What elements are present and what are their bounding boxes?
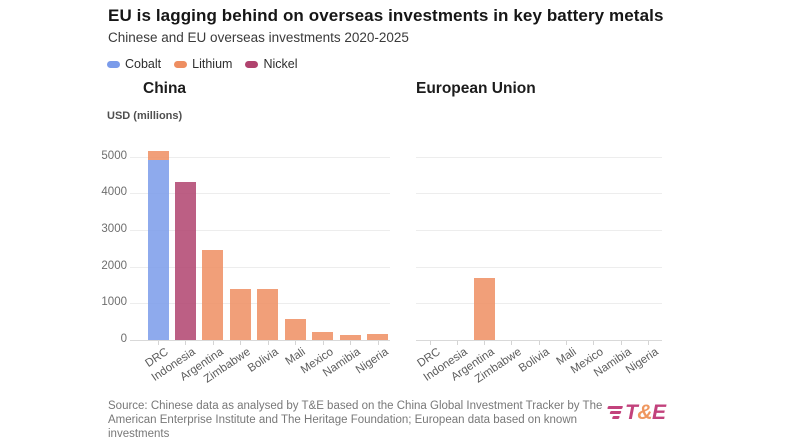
bar-lithium-zimbabwe[interactable] bbox=[229, 288, 251, 340]
chart-title: EU is lagging behind on overseas investm… bbox=[108, 6, 664, 25]
speed-lines-icon bbox=[604, 406, 624, 419]
chart-subtitle: Chinese and EU overseas investments 2020… bbox=[108, 30, 409, 45]
logo-letter: E bbox=[652, 401, 666, 424]
x-tick-mark bbox=[456, 341, 458, 345]
te-logo-text: T&E bbox=[625, 402, 666, 423]
x-axis-line bbox=[416, 340, 662, 341]
logo-letter: T bbox=[625, 401, 638, 424]
gridline bbox=[416, 230, 662, 232]
bar-lithium-nigeria[interactable] bbox=[367, 333, 389, 340]
source-note: Source: Chinese data as analysed by T&E … bbox=[108, 399, 602, 441]
bar-cobalt-drc[interactable] bbox=[147, 160, 169, 340]
x-tick-mark bbox=[295, 341, 297, 345]
y-tick-label: 4000 bbox=[101, 186, 127, 199]
x-tick-mark bbox=[212, 341, 214, 345]
x-tick-mark bbox=[322, 341, 324, 345]
x-tick-mark bbox=[538, 341, 540, 345]
x-tick-mark bbox=[185, 341, 187, 345]
source-line: Source: Chinese data as analysed by T&E … bbox=[108, 400, 603, 412]
bar-lithium-mexico[interactable] bbox=[312, 331, 334, 340]
legend-item-lithium[interactable]: Lithium bbox=[174, 57, 232, 71]
y-axis-title: USD (millions) bbox=[107, 110, 183, 122]
x-tick-mark bbox=[593, 341, 595, 345]
x-tick-mark bbox=[267, 341, 269, 345]
gridline bbox=[130, 193, 390, 195]
gridline bbox=[416, 193, 662, 195]
y-tick-label: 3000 bbox=[101, 223, 127, 236]
y-tick-label: 2000 bbox=[101, 259, 127, 272]
legend-label: Nickel bbox=[263, 57, 298, 71]
y-tick-label: 1000 bbox=[101, 296, 127, 309]
gridline bbox=[130, 266, 390, 268]
legend-item-nickel[interactable]: Nickel bbox=[245, 57, 297, 71]
x-axis-line bbox=[130, 340, 390, 341]
bar-lithium-argentina[interactable] bbox=[202, 250, 224, 340]
x-tick-mark bbox=[240, 341, 242, 345]
x-tick-mark bbox=[511, 341, 513, 345]
bar-nickel-indonesia[interactable] bbox=[174, 182, 196, 340]
logo-letter: & bbox=[637, 401, 652, 424]
legend-swatch-icon bbox=[245, 60, 259, 68]
y-tick-label: 0 bbox=[120, 333, 127, 345]
gridline bbox=[416, 156, 662, 158]
x-tick-mark bbox=[620, 341, 622, 345]
gridline bbox=[130, 156, 390, 158]
legend-label: Lithium bbox=[192, 57, 233, 71]
legend-label: Cobalt bbox=[125, 57, 162, 71]
te-logo: T&E bbox=[606, 402, 666, 423]
x-tick-mark bbox=[647, 341, 649, 345]
gridline bbox=[130, 230, 390, 232]
x-tick-mark bbox=[566, 341, 567, 345]
legend-swatch-icon bbox=[107, 60, 120, 68]
x-tick-mark bbox=[484, 341, 486, 345]
source-line: investments bbox=[108, 428, 170, 440]
legend: Cobalt Lithium Nickel bbox=[107, 57, 297, 71]
gridline bbox=[416, 303, 662, 305]
bar-lithium-argentina[interactable] bbox=[473, 277, 495, 340]
legend-swatch-icon bbox=[174, 60, 188, 68]
x-tick-mark bbox=[158, 341, 159, 345]
bar-lithium-namibia[interactable] bbox=[339, 335, 361, 340]
bar-lithium-drc[interactable] bbox=[147, 151, 169, 161]
gridline bbox=[416, 266, 662, 268]
x-tick-mark bbox=[429, 341, 431, 345]
bar-lithium-bolivia[interactable] bbox=[257, 289, 279, 340]
panel-title-china: China bbox=[143, 80, 187, 97]
x-tick-mark bbox=[350, 341, 352, 345]
x-tick-mark bbox=[377, 341, 379, 345]
bar-lithium-mali[interactable] bbox=[284, 318, 306, 340]
panel-title-eu: European Union bbox=[416, 80, 536, 97]
legend-item-cobalt[interactable]: Cobalt bbox=[107, 57, 161, 71]
y-tick-label: 5000 bbox=[101, 149, 127, 162]
source-line: American Enterprise Institute and The He… bbox=[108, 414, 578, 426]
